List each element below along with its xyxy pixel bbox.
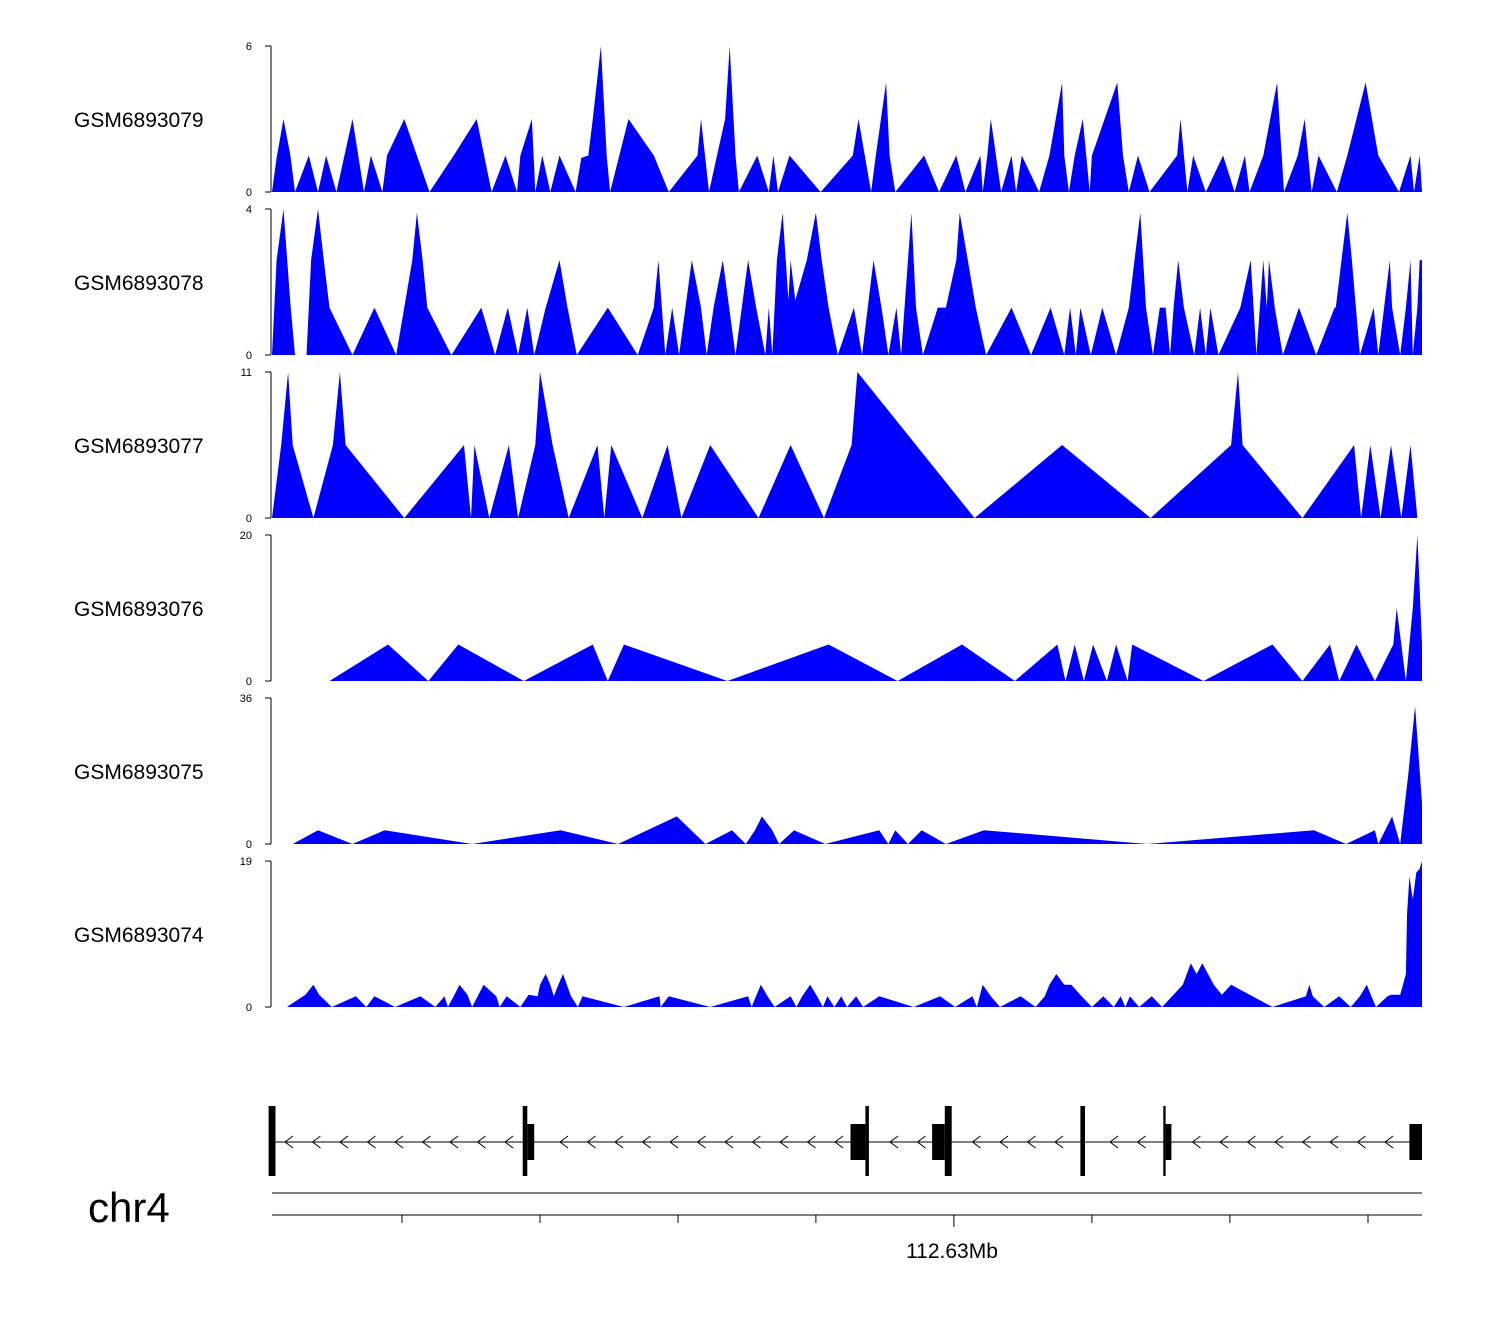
strand-arrow: [1136, 1135, 1146, 1149]
track-GSM6893075: GSM6893075 36 0: [74, 693, 1423, 851]
exon-block: [1080, 1106, 1085, 1176]
strand-arrow: [1384, 1135, 1394, 1149]
signal-area: [272, 372, 1418, 518]
track-GSM6893079: GSM6893079 6 0: [74, 41, 1422, 199]
gene-model: [268, 1106, 1422, 1176]
track-label: GSM6893078: [74, 272, 204, 295]
strand-arrow: [559, 1135, 569, 1149]
exon-block: [932, 1124, 945, 1160]
signal-area: [272, 209, 1422, 355]
track-GSM6893074: GSM6893074 19 0: [74, 856, 1422, 1014]
strand-arrow: [1219, 1135, 1229, 1149]
strand-arrow: [779, 1135, 789, 1149]
exon-block: [944, 1106, 952, 1176]
track-GSM6893077: GSM6893077 11 0: [74, 367, 1418, 525]
y-axis-label-min: 0: [246, 839, 252, 851]
strand-arrow: [724, 1135, 734, 1149]
exon-block: [850, 1124, 866, 1160]
signal-area: [286, 861, 1422, 1007]
track-label: GSM6893075: [74, 761, 204, 784]
strand-arrow: [366, 1135, 376, 1149]
exon-block: [1409, 1124, 1422, 1160]
strand-arrow: [1054, 1135, 1064, 1149]
signal-area: [329, 535, 1422, 681]
y-axis-label-max: 6: [246, 41, 252, 53]
y-axis-label-max: 11: [241, 367, 252, 379]
strand-arrow: [1246, 1135, 1256, 1149]
strand-arrow: [394, 1135, 404, 1149]
position-label: 112.63Mb: [906, 1240, 998, 1263]
y-axis-label-max: 4: [246, 204, 252, 216]
strand-arrow: [1356, 1135, 1366, 1149]
strand-arrow: [1329, 1135, 1339, 1149]
y-axis-label-min: 0: [246, 513, 252, 525]
strand-arrow: [751, 1135, 761, 1149]
strand-arrow: [1026, 1135, 1036, 1149]
y-axis-label-min: 0: [246, 350, 252, 362]
strand-arrow: [889, 1135, 899, 1149]
strand-arrow: [971, 1135, 981, 1149]
strand-arrow: [504, 1135, 514, 1149]
strand-arrow: [476, 1135, 486, 1149]
exon-block: [527, 1124, 535, 1160]
strand-arrow: [1109, 1135, 1119, 1149]
strand-arrow: [614, 1135, 624, 1149]
y-axis-label-min: 0: [246, 1002, 252, 1014]
strand-arrow: [696, 1135, 706, 1149]
strand-arrow: [669, 1135, 679, 1149]
chromosome-label: chr4: [88, 1184, 170, 1231]
signal-tracks: GSM689307960GSM689307840GSM6893077110GSM…: [74, 41, 1423, 1014]
strand-arrow: [916, 1135, 926, 1149]
y-axis-label-min: 0: [246, 676, 252, 688]
track-label: GSM6893077: [74, 435, 204, 458]
strand-arrow: [339, 1135, 349, 1149]
strand-arrow: [1274, 1135, 1284, 1149]
exon-block: [522, 1106, 528, 1176]
y-axis-label-max: 19: [240, 856, 252, 868]
strand-arrow: [586, 1135, 596, 1149]
track-GSM6893078: GSM6893078 4 0: [74, 204, 1422, 362]
track-label: GSM6893076: [74, 598, 204, 621]
exon-block: [268, 1106, 276, 1176]
strand-arrow: [999, 1135, 1009, 1149]
exon-block: [865, 1106, 869, 1176]
y-axis-label-min: 0: [246, 187, 252, 199]
signal-area: [272, 46, 1422, 192]
strand-arrow: [1301, 1135, 1311, 1149]
strand-arrow: [1191, 1135, 1201, 1149]
strand-arrow: [421, 1135, 431, 1149]
track-label: GSM6893074: [74, 924, 204, 947]
signal-area: [292, 706, 1423, 844]
genome-axis: chr4 112.63Mb: [88, 1184, 1422, 1263]
exon-block: [1165, 1124, 1172, 1160]
strand-arrow: [449, 1135, 459, 1149]
track-label: GSM6893079: [74, 109, 204, 132]
track-GSM6893076: GSM6893076 20 0: [74, 530, 1422, 688]
y-axis-label-max: 36: [240, 693, 252, 705]
strand-arrow: [641, 1135, 651, 1149]
strand-arrow: [311, 1135, 321, 1149]
strand-arrow: [834, 1135, 844, 1149]
y-axis-label-max: 20: [240, 530, 252, 542]
exon-block: [1163, 1106, 1166, 1176]
strand-arrow: [284, 1135, 294, 1149]
strand-arrow: [806, 1135, 816, 1149]
